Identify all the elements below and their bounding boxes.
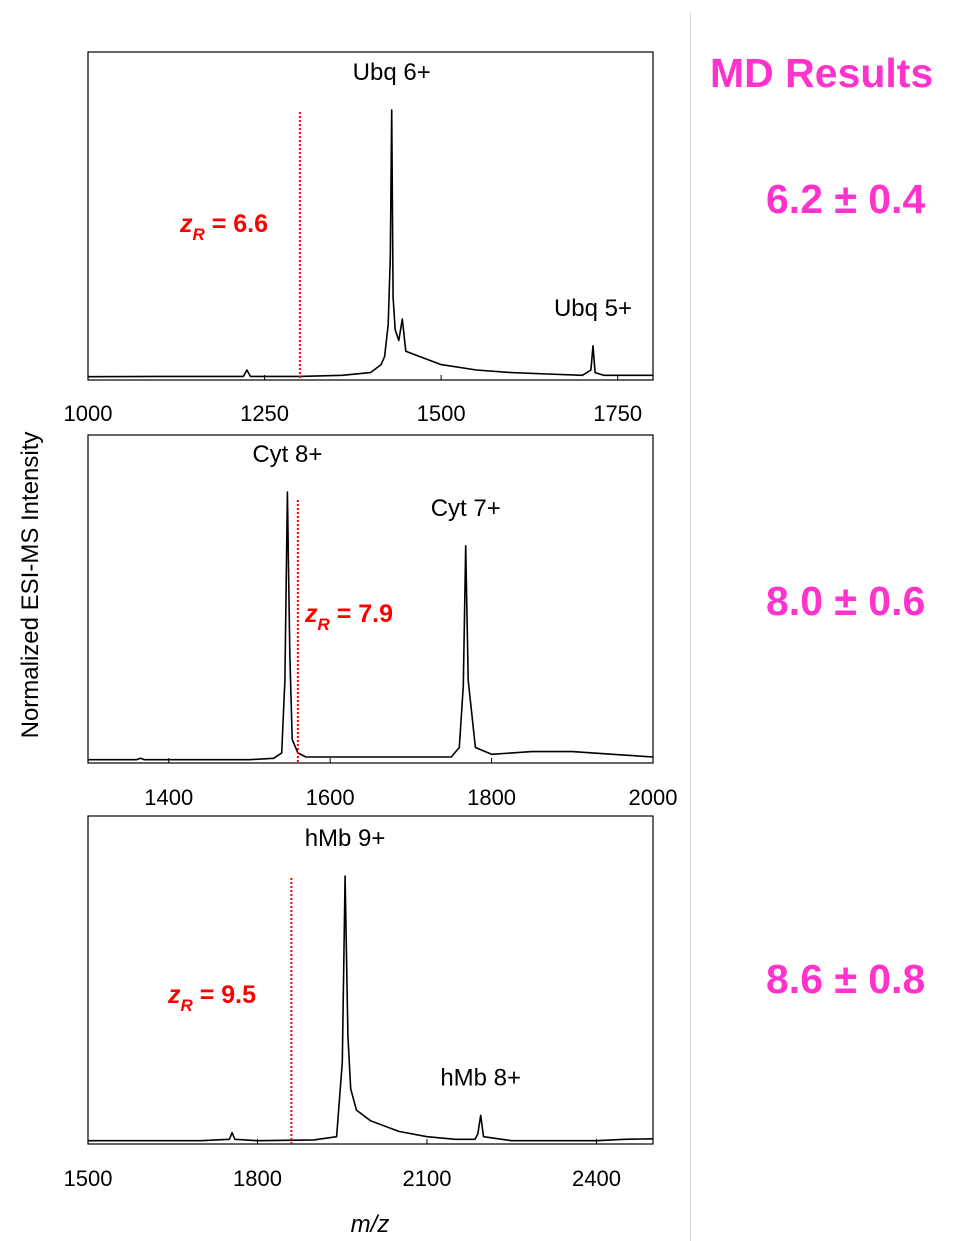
y-axis-label: Normalized ESI-MS Intensity: [17, 432, 44, 739]
x-tick-label: 1250: [240, 401, 289, 426]
x-tick-label: 1500: [64, 1166, 113, 1191]
peak-label: hMb 9+: [305, 825, 386, 852]
x-tick-label: 1400: [144, 785, 193, 810]
x-tick-label: 1800: [233, 1166, 282, 1191]
x-tick-label: 1000: [64, 401, 113, 426]
peak-label: hMb 8+: [440, 1064, 521, 1091]
peak-label: Cyt 8+: [252, 441, 322, 468]
x-tick-label: 2100: [403, 1166, 452, 1191]
x-tick-label: 2400: [572, 1166, 621, 1191]
zr-label: zR = 7.9: [304, 600, 393, 634]
md-result-hmb: 8.6 ± 0.8: [766, 956, 926, 1002]
x-axis-label: m/z: [351, 1211, 390, 1238]
spectrum-trace-2: [88, 491, 654, 761]
peak-label: Cyt 7+: [431, 495, 501, 522]
x-tick-label: 1750: [593, 401, 642, 426]
plot-frame-2: [87, 434, 654, 764]
x-tick-label: 1500: [417, 401, 466, 426]
zr-label: zR = 6.6: [179, 210, 268, 244]
x-tick-label: 1800: [467, 785, 516, 810]
plot-frame-3: [87, 815, 654, 1145]
x-tick-label: 1600: [306, 785, 355, 810]
zr-label: zR = 9.5: [167, 981, 256, 1015]
spectrum-trace-1: [87, 109, 653, 378]
figure-canvas: Normalized ESI-MS Intensity m/z 1000 1250…: [17, 51, 678, 1238]
md-results-title: MD Results: [710, 50, 934, 96]
spectrum-trace-3: [88, 875, 654, 1142]
peak-label: Ubq 5+: [554, 295, 632, 322]
plot-frame-1: [87, 51, 654, 381]
x-tick-label: 2000: [629, 785, 678, 810]
peak-label: Ubq 6+: [353, 59, 431, 86]
md-result-ubq: 6.2 ± 0.4: [766, 176, 926, 222]
md-result-cyt: 8.0 ± 0.6: [766, 578, 926, 624]
panel-divider: [690, 12, 691, 1241]
